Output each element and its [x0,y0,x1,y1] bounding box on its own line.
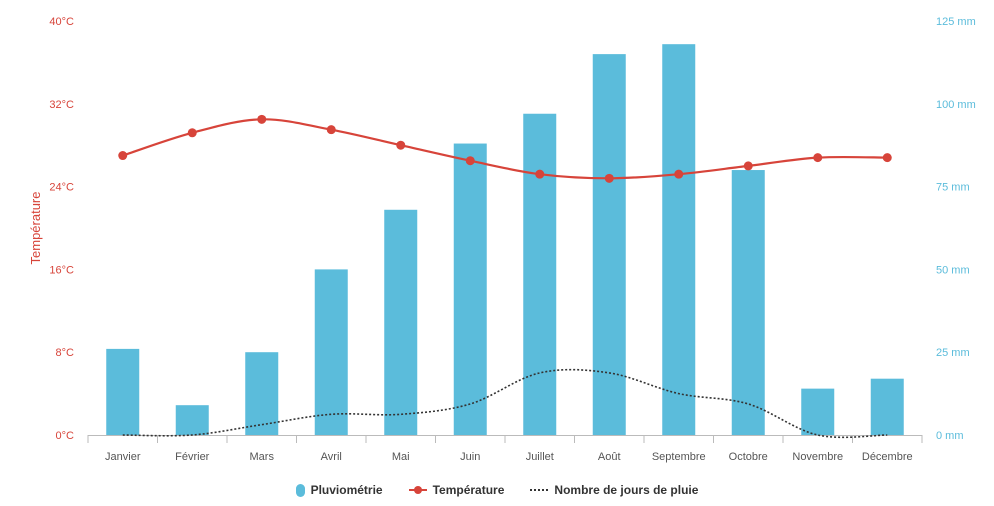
x-axis: Janvier Février Mars Avril Mai Juin Juillet Aoû… [87,435,923,463]
rainfall-bar[interactable] [175,405,209,435]
temperature-point[interactable] [813,153,823,163]
legend-label-rain-days: Nombre de jours de pluie [554,483,699,497]
temperature-point[interactable] [396,140,406,150]
rainfall-bar[interactable] [314,269,348,435]
rain-days-series [122,368,888,439]
temperature-point[interactable] [882,153,892,163]
temperature-series [118,114,892,183]
left-tick-label: 24°C [49,182,74,194]
rain-days-line[interactable] [122,368,888,439]
temperature-point[interactable] [604,173,614,183]
x-tick-label: Juin [460,451,480,463]
temperature-point[interactable] [187,128,197,138]
right-axis: 0 mm 25 mm 50 mm 75 mm 100 mm 125 mm [936,16,976,442]
rainfall-bar[interactable] [662,44,696,436]
legend-item-rain-days[interactable]: Nombre de jours de pluie [530,483,698,497]
right-tick-label: 50 mm [936,264,970,276]
rain-days-swatch-icon [530,489,549,491]
left-tick-label: 16°C [49,264,74,276]
legend-label-temperature: Température [432,483,505,497]
legend-label-rainfall: Pluviométrie [310,483,383,497]
rainfall-bar[interactable] [453,143,487,435]
rainfall-bar[interactable] [106,348,140,435]
temperature-point[interactable] [674,169,684,179]
temperature-line[interactable] [122,118,888,180]
x-tick-label: Octobre [729,451,768,463]
left-tick-label: 8°C [56,347,75,359]
left-axis: 0°C 8°C 16°C 24°C 32°C 40°C [49,16,74,442]
rainfall-bar[interactable] [870,378,904,435]
rainfall-bar[interactable] [801,388,835,435]
rainfall-bars [106,44,904,436]
x-tick-label: Juillet [526,451,554,463]
temperature-point[interactable] [257,114,267,124]
right-tick-label: 125 mm [936,16,976,28]
x-tick-label: Avril [321,451,342,463]
right-tick-label: 25 mm [936,347,970,359]
legend-item-rainfall[interactable]: Pluviométrie [295,483,383,497]
x-tick-label: Février [175,451,210,463]
y-axis-title: Température [28,192,43,265]
temperature-point[interactable] [465,156,475,166]
rainfall-bar[interactable] [384,209,418,435]
legend: Pluviométrie Température Nombre de jours… [0,478,994,502]
rainfall-bar[interactable] [245,352,279,435]
rainfall-bar[interactable] [523,113,557,436]
right-tick-label: 100 mm [936,99,976,111]
x-tick-label: Novembre [792,451,843,463]
temperature-swatch-icon [408,486,427,494]
x-tick-label: Mai [392,451,410,463]
legend-item-temperature[interactable]: Température [408,483,505,497]
rainfall-swatch-icon [295,483,305,497]
temperature-point[interactable] [535,169,545,179]
temperature-point[interactable] [326,125,336,135]
right-tick-label: 75 mm [936,182,970,194]
left-tick-label: 40°C [49,16,74,28]
rainfall-bar[interactable] [731,170,765,436]
rainfall-bar[interactable] [592,54,626,436]
temperature-point[interactable] [118,151,128,161]
x-tick-label: Janvier [105,451,141,463]
x-tick-label: Décembre [862,451,913,463]
right-tick-label: 0 mm [936,430,964,442]
x-tick-label: Septembre [652,451,706,463]
left-tick-label: 0°C [56,430,75,442]
temperature-point[interactable] [743,161,753,171]
left-tick-label: 32°C [49,99,74,111]
x-tick-label: Mars [250,451,275,463]
x-tick-label: Août [598,451,621,463]
